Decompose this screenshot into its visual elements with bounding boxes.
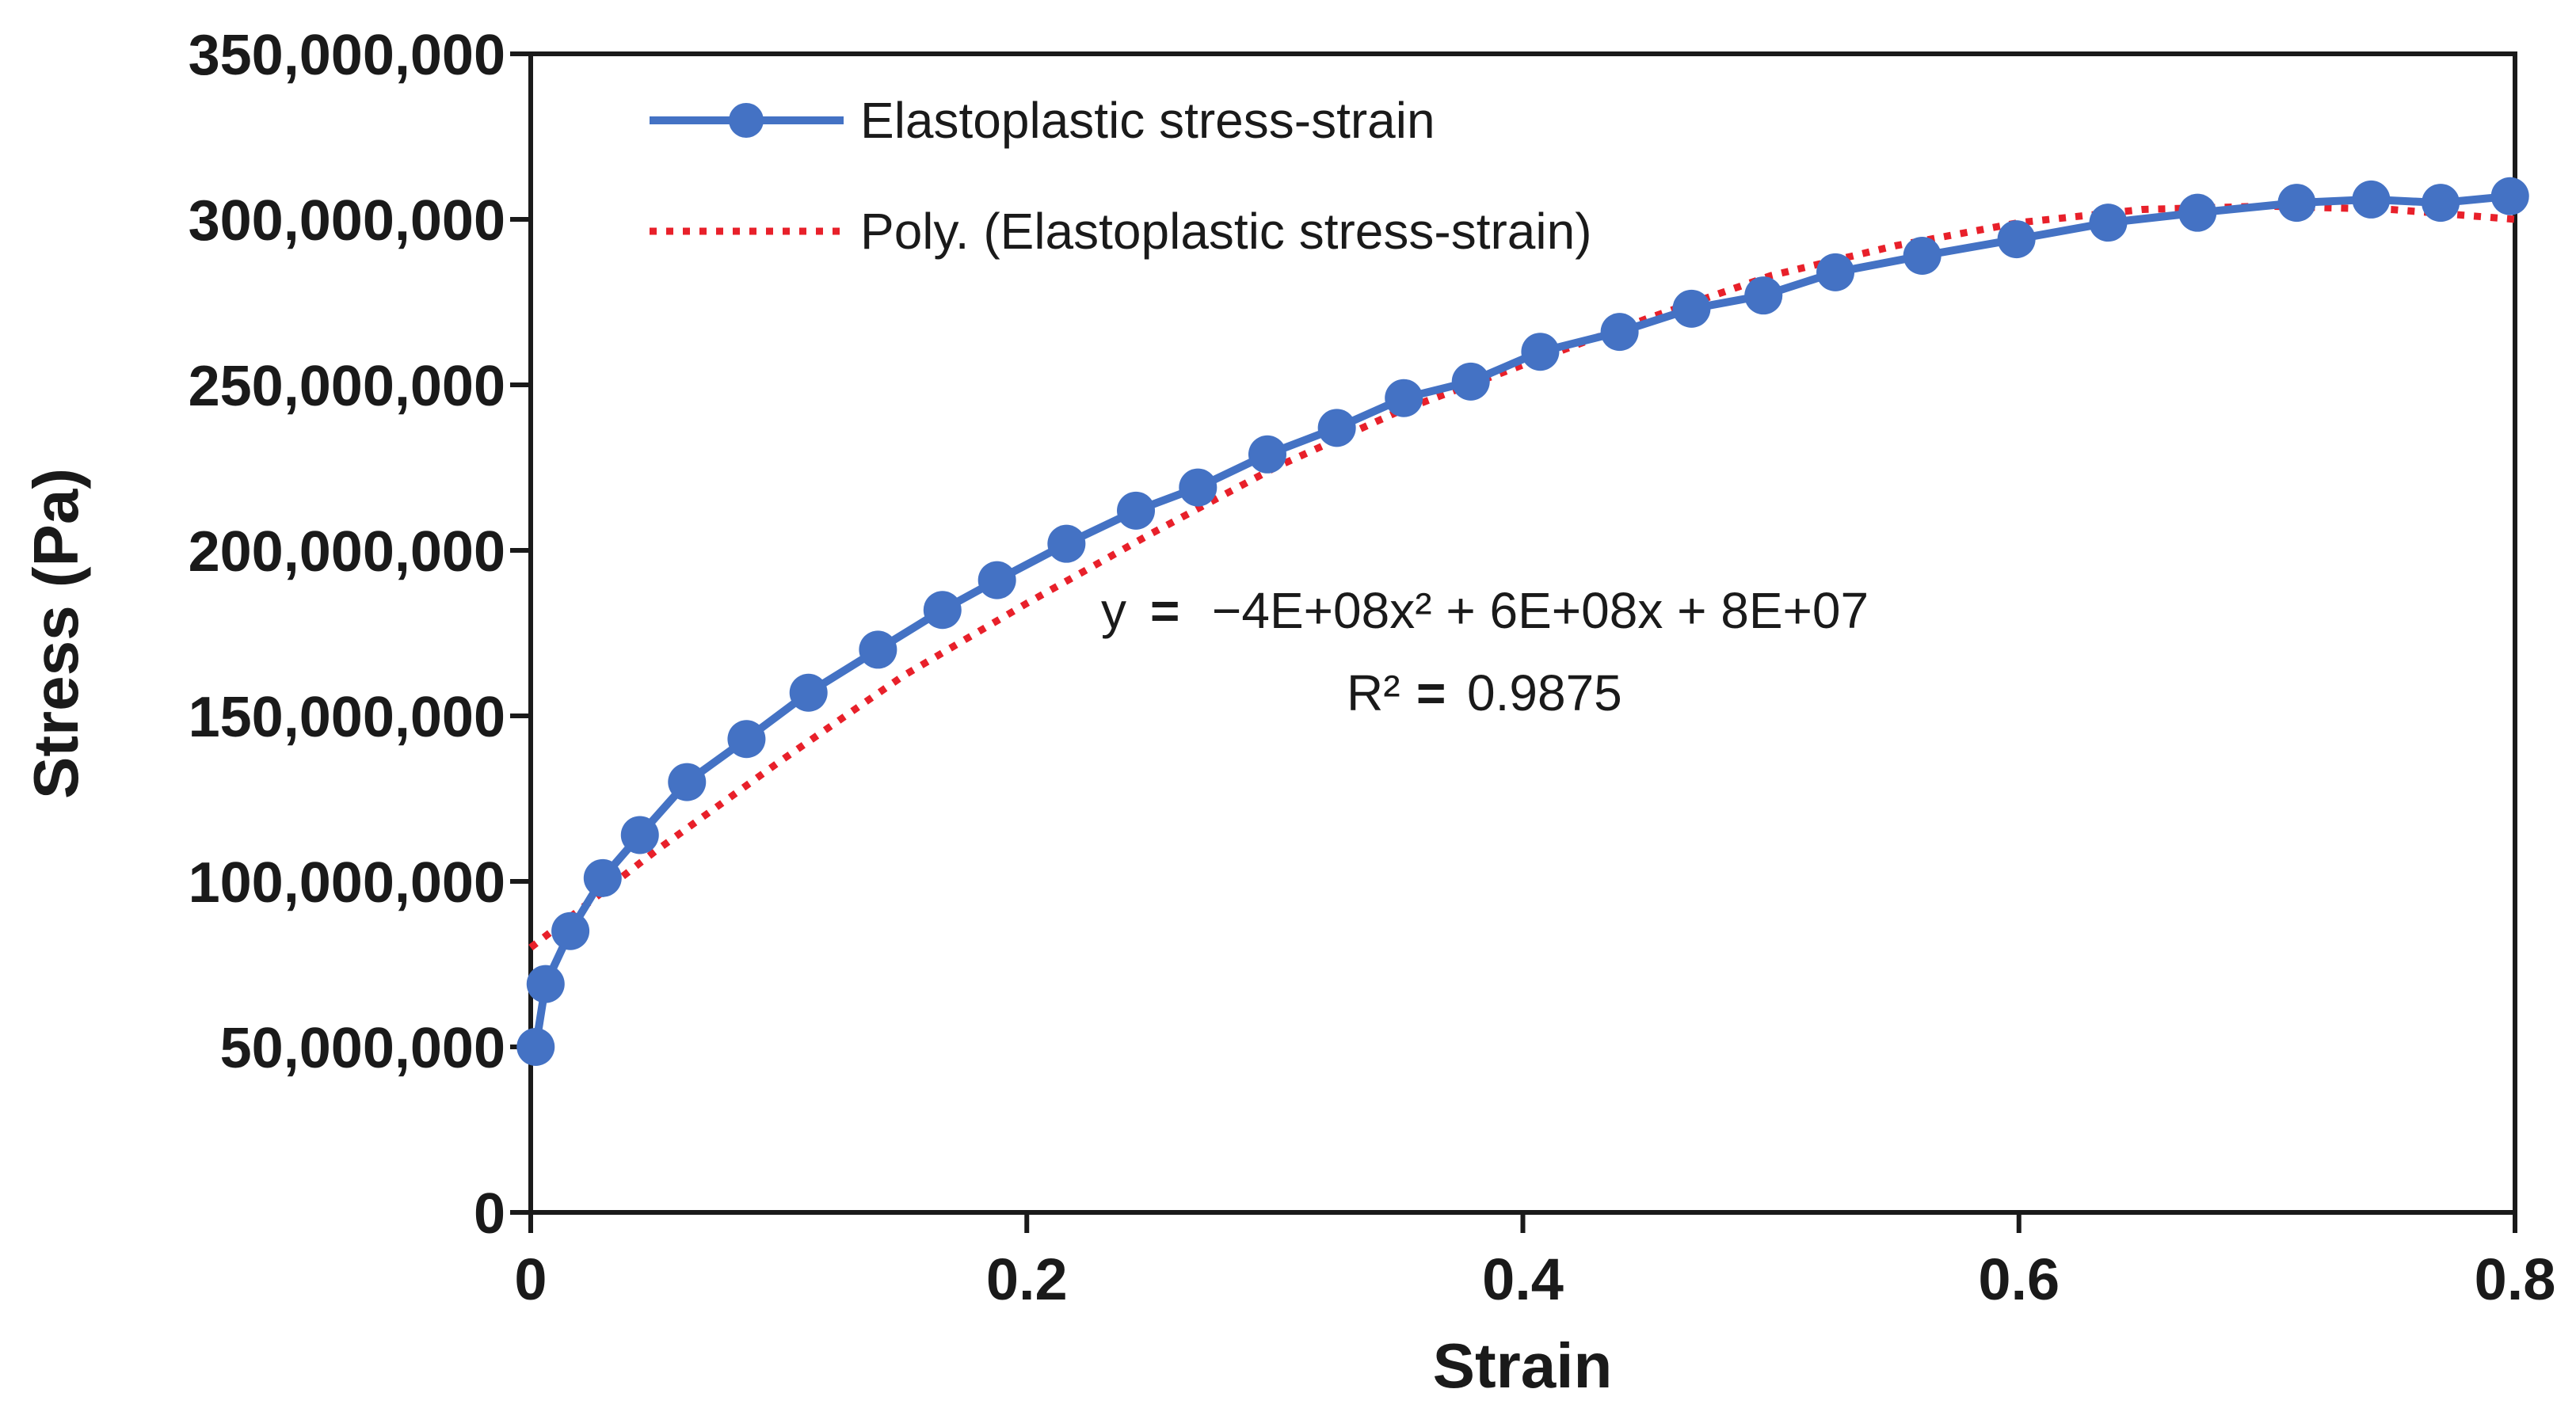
- data-point: [1117, 491, 1156, 530]
- x-tick-label: 0.2: [986, 1246, 1068, 1312]
- x-tick-label: 0.6: [1978, 1246, 2060, 1312]
- trendline-equation: y = −4E+08x² + 6E+08x + 8E+07 R² = 0.987…: [1101, 582, 1869, 721]
- series-markers: [516, 177, 2529, 1066]
- y-axis-title: Stress (Pa): [21, 468, 91, 799]
- data-point: [1672, 289, 1711, 328]
- data-point: [583, 858, 622, 897]
- data-point: [1816, 253, 1855, 291]
- data-point: [1248, 435, 1286, 474]
- data-point: [1047, 524, 1086, 563]
- x-tick-label: 0.8: [2475, 1246, 2556, 1312]
- data-point: [2089, 204, 2128, 242]
- y-tick-label: 50,000,000: [220, 1017, 505, 1080]
- data-point: [977, 561, 1016, 599]
- data-point: [1317, 409, 1356, 447]
- data-point: [668, 763, 707, 801]
- data-point: [1179, 468, 1218, 507]
- data-point: [516, 1028, 555, 1066]
- data-point: [620, 816, 659, 854]
- y-tick-label: 300,000,000: [189, 189, 505, 253]
- x-tick-labels: 0 0.2 0.4 0.6 0.8: [514, 1246, 2555, 1312]
- data-point: [2490, 177, 2529, 215]
- data-point: [859, 630, 897, 669]
- equation-equals: =: [1150, 582, 1179, 639]
- legend: Elastoplastic stress-strain Poly. (Elast…: [650, 92, 1592, 260]
- data-point: [789, 673, 828, 712]
- y-tick-label: 250,000,000: [189, 355, 505, 418]
- x-tick-label: 0: [514, 1246, 547, 1312]
- r2-value: 0.9875: [1467, 664, 1622, 721]
- legend-label-trendline: Poly. (Elastoplastic stress-strain): [860, 203, 1592, 260]
- data-point: [1451, 362, 1490, 401]
- y-tick-labels: 0 50,000,000 100,000,000 150,000,000 200,000…: [189, 24, 505, 1246]
- data-point: [551, 911, 590, 950]
- y-tick-label: 0: [474, 1182, 505, 1246]
- data-point: [1521, 333, 1560, 371]
- axis-ticks: [510, 51, 2517, 1233]
- legend-label-series: Elastoplastic stress-strain: [860, 92, 1435, 149]
- y-tick-label: 350,000,000: [189, 24, 505, 87]
- data-point: [1744, 276, 1783, 315]
- r2-label: R²: [1347, 664, 1400, 721]
- r2-equals: =: [1416, 664, 1446, 721]
- x-axis-title: Strain: [1433, 1330, 1613, 1401]
- data-point: [1385, 379, 1423, 417]
- data-point: [526, 965, 565, 1003]
- data-point: [2352, 180, 2391, 219]
- data-point: [923, 591, 962, 630]
- data-point: [2277, 184, 2316, 223]
- equation-y: y: [1101, 582, 1126, 639]
- y-tick-label: 100,000,000: [189, 851, 505, 915]
- data-point: [2422, 184, 2460, 223]
- data-point: [1903, 236, 1942, 275]
- y-tick-label: 150,000,000: [189, 686, 505, 749]
- data-point: [2178, 193, 2217, 232]
- x-tick-label: 0.4: [1482, 1246, 1564, 1312]
- equation-body: −4E+08x² + 6E+08x + 8E+07: [1212, 582, 1869, 639]
- data-point: [727, 720, 766, 759]
- data-point: [1600, 313, 1639, 352]
- y-tick-label: 200,000,000: [189, 520, 505, 584]
- legend-swatch-marker-series: [729, 103, 764, 138]
- data-point: [1997, 220, 2036, 259]
